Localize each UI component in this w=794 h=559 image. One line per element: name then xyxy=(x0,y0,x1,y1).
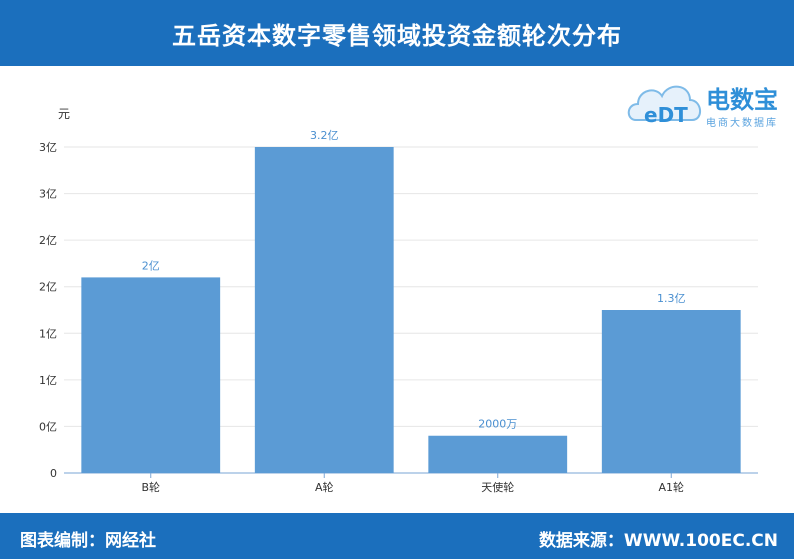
y-tick-label: 0亿 xyxy=(39,420,57,433)
x-tick-label: A轮 xyxy=(315,480,334,494)
data-label: 1.3亿 xyxy=(657,292,686,305)
y-tick-label: 2亿 xyxy=(39,234,57,247)
y-tick-label: 1亿 xyxy=(39,327,57,340)
y-tick-label: 1亿 xyxy=(39,374,57,387)
cloud-logo-icon: eDT xyxy=(627,85,701,127)
bar xyxy=(81,277,221,473)
data-label: 3.2亿 xyxy=(310,129,339,142)
bar xyxy=(428,435,568,473)
edt-logo: eDT 电数宝 电商大数据库 xyxy=(626,72,791,136)
bar xyxy=(601,310,741,473)
title-bar: 五岳资本数字零售领域投资金额轮次分布 xyxy=(0,0,794,66)
logo-mark-text: eDT xyxy=(644,103,688,127)
footer-bar: 图表编制：网经社 数据来源：WWW.100EC.CN xyxy=(0,513,794,559)
footer-compiler: 图表编制：网经社 xyxy=(20,531,156,551)
x-tick-label: A1轮 xyxy=(658,480,684,494)
y-tick-label: 3亿 xyxy=(39,188,57,201)
x-tick-label: 天使轮 xyxy=(481,480,514,494)
bars xyxy=(81,147,741,473)
y-tick-label: 0 xyxy=(50,467,57,480)
footer-source: 数据来源：WWW.100EC.CN xyxy=(538,531,778,551)
bar xyxy=(254,147,394,473)
y-axis-label: 元 xyxy=(58,107,70,121)
y-tick-label: 2亿 xyxy=(39,281,57,294)
logo-main-text: 电数宝 xyxy=(706,86,778,114)
data-label: 2000万 xyxy=(478,418,517,431)
data-label: 2亿 xyxy=(142,259,160,272)
y-tick-label: 3亿 xyxy=(39,141,57,154)
x-tick-label: B轮 xyxy=(141,480,160,494)
logo-sub-text: 电商大数据库 xyxy=(706,118,778,129)
chart-title: 五岳资本数字零售领域投资金额轮次分布 xyxy=(172,21,622,50)
